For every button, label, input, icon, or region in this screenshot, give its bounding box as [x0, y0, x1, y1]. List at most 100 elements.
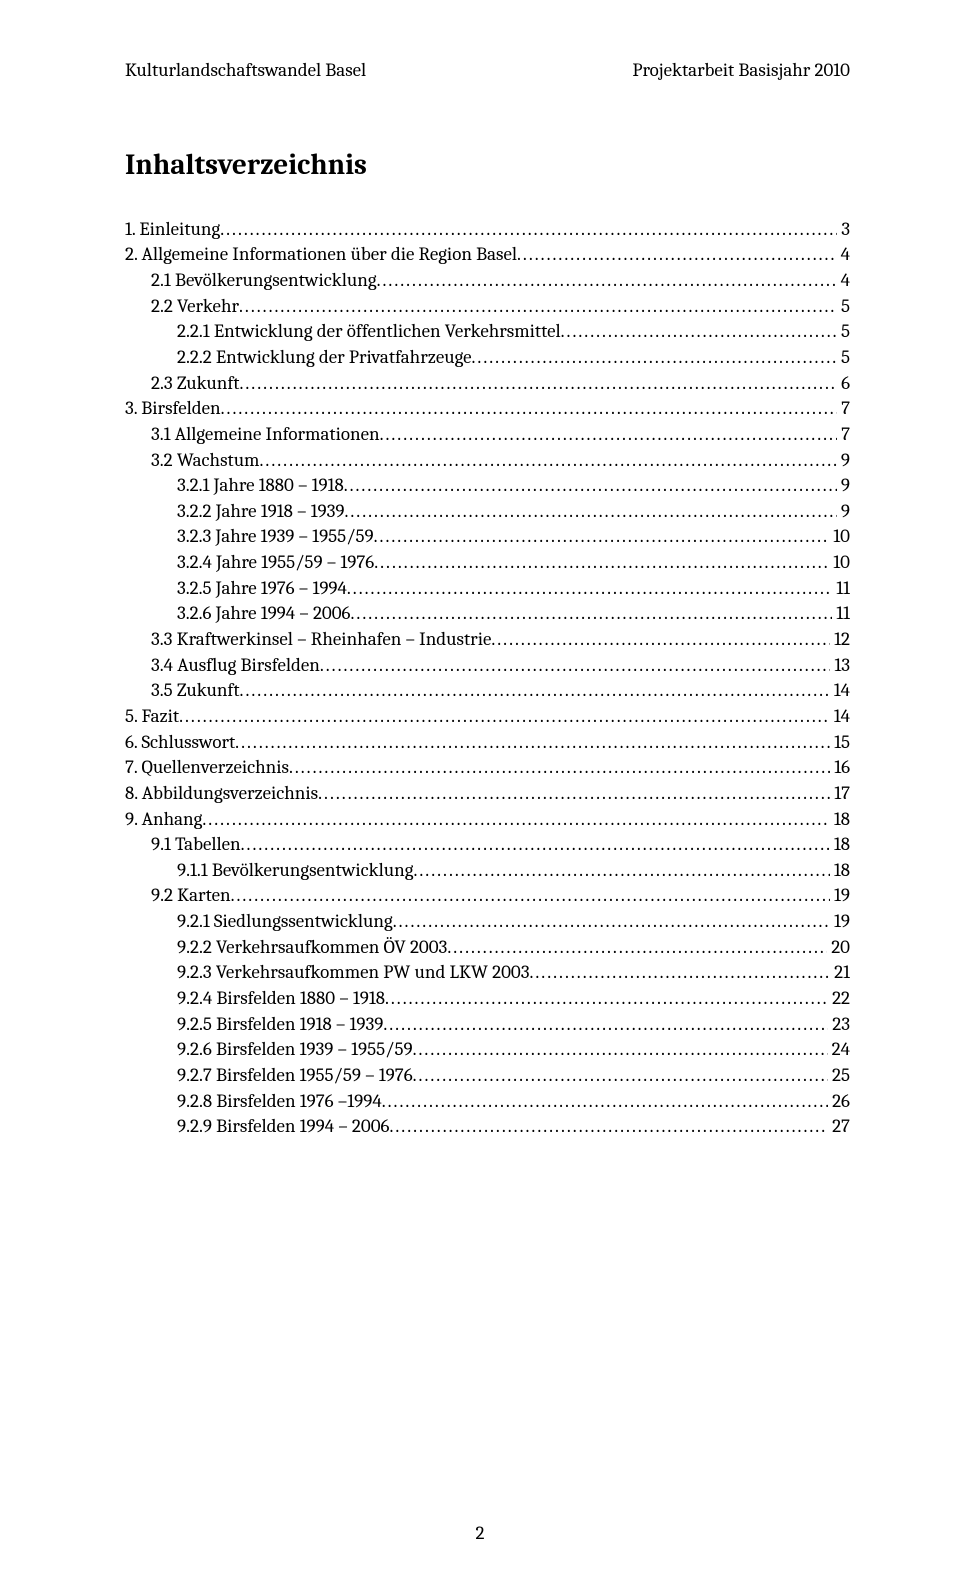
toc-entry: 9.2.6 Birsfelden 1939 – 1955/5924 [125, 1037, 850, 1063]
toc-leader-dots [221, 396, 837, 422]
toc-leader-dots [374, 524, 830, 550]
toc-leader-dots [517, 242, 837, 268]
toc-entry-page: 21 [830, 960, 850, 986]
toc-leader-dots [179, 704, 830, 730]
header-right: Projektarbeit Basisjahr 2010 [632, 58, 850, 84]
toc-entry-label: 9.2.7 Birsfelden 1955/59 – 1976 [177, 1063, 413, 1089]
toc-entry-label: 2.1 Bevölkerungsentwicklung [151, 268, 377, 294]
toc-entry-label: 9.1.1 Bevölkerungsentwicklung [177, 858, 413, 884]
toc-leader-dots [318, 781, 830, 807]
toc-entry-label: 7. Quellenverzeichnis [125, 755, 289, 781]
toc-entry: 3.4 Ausflug Birsfelden13 [125, 653, 850, 679]
toc-leader-dots [529, 960, 830, 986]
toc-entry-label: 9.2.8 Birsfelden 1976 –1994 [177, 1089, 382, 1115]
toc-entry: 7. Quellenverzeichnis16 [125, 755, 850, 781]
toc-entry: 9.2.9 Birsfelden 1994 – 200627 [125, 1114, 850, 1140]
toc-entry-page: 4 [837, 242, 850, 268]
toc-entry: 2.2 Verkehr5 [125, 294, 850, 320]
toc-entry-page: 19 [830, 883, 850, 909]
toc-entry-label: 1. Einleitung [125, 217, 220, 243]
toc-entry: 2.1 Bevölkerungsentwicklung4 [125, 268, 850, 294]
toc-entry: 3.3 Kraftwerkinsel – Rheinhafen – Indust… [125, 627, 850, 653]
toc-entry-page: 23 [828, 1012, 850, 1038]
page-number: 2 [0, 1521, 960, 1547]
toc-entry-page: 26 [828, 1089, 850, 1115]
toc-entry-label: 6. Schlusswort [125, 730, 235, 756]
toc-entry-page: 9 [837, 499, 850, 525]
toc-entry: 2.2.1 Entwicklung der öffentlichen Verke… [125, 319, 850, 345]
toc-entry-page: 18 [830, 858, 850, 884]
toc-entry-page: 27 [828, 1114, 850, 1140]
toc-entry-label: 3.2.1 Jahre 1880 – 1918 [177, 473, 344, 499]
toc-entry: 9. Anhang 18 [125, 807, 850, 833]
toc-leader-dots [491, 627, 830, 653]
toc-leader-dots [231, 883, 830, 909]
toc-leader-dots [344, 473, 837, 499]
toc-leader-dots [239, 371, 837, 397]
toc-entry-label: 2.2.2 Entwicklung der Privatfahrzeuge [177, 345, 472, 371]
document-page: Kulturlandschaftswandel Basel Projektarb… [0, 0, 960, 1591]
toc-entry: 2.3 Zukunft6 [125, 371, 850, 397]
toc-entry: 9.2.2 Verkehrsaufkommen ÖV 200320 [125, 935, 850, 961]
toc-leader-dots [260, 448, 837, 474]
toc-entry-page: 7 [837, 422, 850, 448]
toc-leader-dots [393, 909, 830, 935]
toc-leader-dots [380, 422, 838, 448]
toc-entry-label: 3.2.4 Jahre 1955/59 – 1976 [177, 550, 374, 576]
toc-entry-label: 3.2 Wachstum [151, 448, 260, 474]
toc-leader-dots [385, 986, 828, 1012]
toc-leader-dots [413, 858, 829, 884]
toc-entry-label: 2. Allgemeine Informationen über die Reg… [125, 242, 517, 268]
toc-entry-label: 9.2.2 Verkehrsaufkommen ÖV 2003 [177, 935, 447, 961]
toc-entry-page: 22 [828, 986, 850, 1012]
toc-entry-label: 8. Abbildungsverzeichnis [125, 781, 318, 807]
toc-entry-page: 13 [830, 653, 850, 679]
toc-leader-dots [389, 1114, 828, 1140]
toc-leader-dots [413, 1063, 828, 1089]
toc-entry-page: 6 [837, 371, 850, 397]
toc-entry-label: 9. Anhang [125, 807, 202, 833]
toc-entry-page: 5 [837, 319, 850, 345]
toc-entry-page: 3 [837, 217, 850, 243]
toc-entry-page: 11 [832, 601, 850, 627]
toc-leader-dots [202, 807, 830, 833]
toc-entry: 3.2.2 Jahre 1918 – 19399 [125, 499, 850, 525]
toc-entry-page: 10 [829, 550, 850, 576]
toc-leader-dots [347, 576, 832, 602]
toc-entry: 2.2.2 Entwicklung der Privatfahrzeuge5 [125, 345, 850, 371]
toc-entry-label: 3.2.6 Jahre 1994 – 2006 [177, 601, 351, 627]
toc-entry-label: 9.2 Karten [151, 883, 231, 909]
toc-leader-dots [377, 268, 837, 294]
toc-entry-label: 3.5 Zukunft [151, 678, 240, 704]
toc-entry: 9.2.5 Birsfelden 1918 – 193923 [125, 1012, 850, 1038]
toc-entry: 3.5 Zukunft14 [125, 678, 850, 704]
toc-leader-dots [220, 217, 837, 243]
toc-leader-dots [383, 1012, 828, 1038]
toc-entry: 8. Abbildungsverzeichnis17 [125, 781, 850, 807]
toc-entry-label: 2.2 Verkehr [151, 294, 239, 320]
toc-entry-page: 18 [830, 832, 850, 858]
toc-entry: 9.1.1 Bevölkerungsentwicklung 18 [125, 858, 850, 884]
toc-entry: 9.2.4 Birsfelden 1880 – 191822 [125, 986, 850, 1012]
toc-entry: 9.2.1 Siedlungssentwicklung19 [125, 909, 850, 935]
toc-leader-dots [374, 550, 829, 576]
toc-list: 1. Einleitung 3 2. Allgemeine Informatione… [125, 217, 850, 1140]
toc-leader-dots [344, 499, 836, 525]
toc-entry-label: 9.2.3 Verkehrsaufkommen PW und LKW 2003 [177, 960, 529, 986]
toc-entry-page: 9 [837, 448, 850, 474]
toc-leader-dots [289, 755, 830, 781]
toc-entry-page: 15 [830, 730, 850, 756]
toc-entry: 3.1 Allgemeine Informationen7 [125, 422, 850, 448]
toc-leader-dots [320, 653, 831, 679]
toc-leader-dots [240, 678, 830, 704]
toc-entry-page: 18 [830, 807, 850, 833]
toc-entry: 9.2 Karten 19 [125, 883, 850, 909]
toc-entry: 3. Birsfelden7 [125, 396, 850, 422]
toc-entry-page: 12 [830, 627, 850, 653]
toc-entry: 9.2.7 Birsfelden 1955/59 – 197625 [125, 1063, 850, 1089]
toc-leader-dots [472, 345, 837, 371]
toc-entry-label: 9.1 Tabellen [151, 832, 241, 858]
toc-entry: 3.2.6 Jahre 1994 – 2006 11 [125, 601, 850, 627]
toc-leader-dots [382, 1089, 828, 1115]
toc-entry-page: 19 [830, 909, 850, 935]
